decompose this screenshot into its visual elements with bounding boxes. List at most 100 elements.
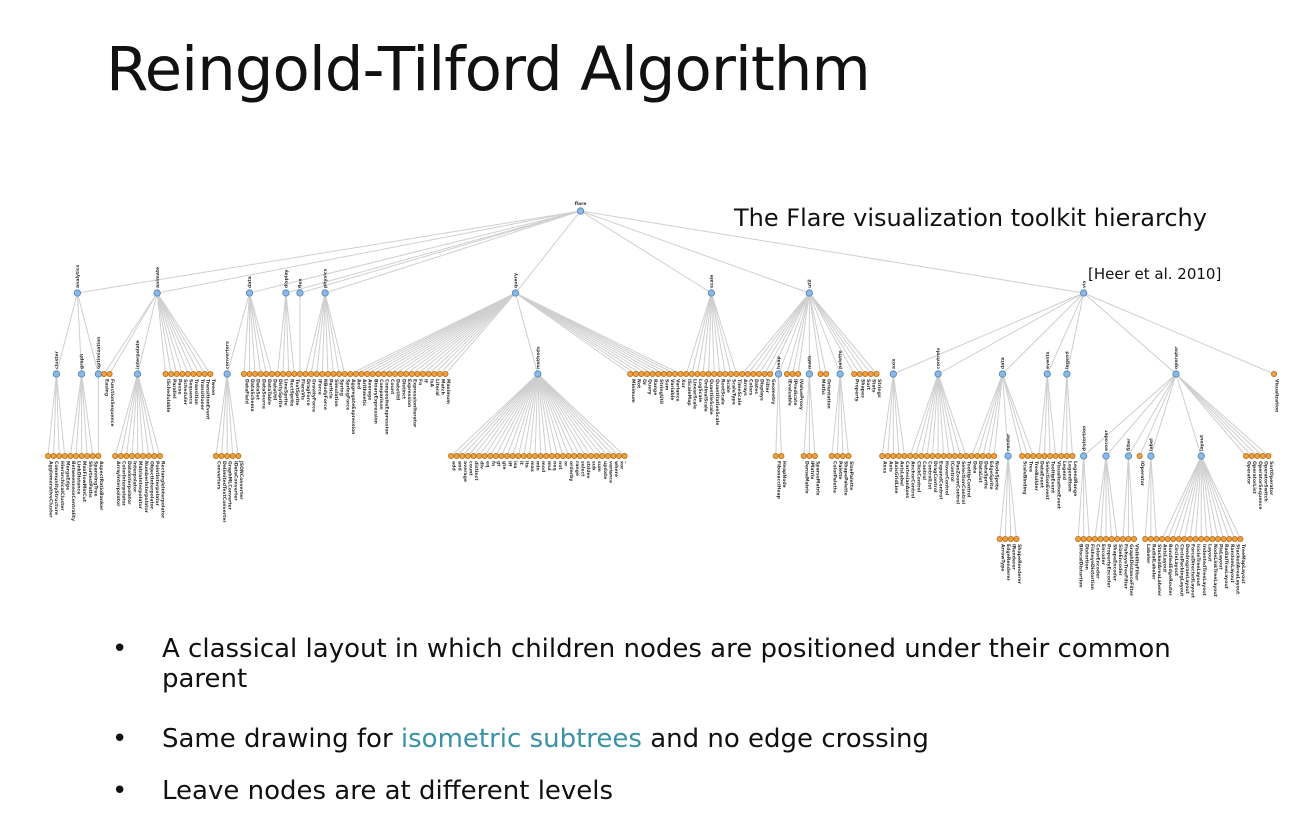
leaf-node-hover-control [940, 452, 947, 459]
tree-edge [769, 292, 810, 375]
tree-edge [1175, 373, 1264, 457]
node-label-encoder: encoder [1104, 429, 1110, 451]
leaf-node-cartesian-axes [901, 452, 908, 459]
internal-node-filter [1124, 452, 1133, 460]
leaf-node-date-interpolator [123, 452, 130, 459]
leaf-node-axis-grid-line [890, 452, 897, 459]
leaf-node-count [386, 370, 393, 377]
internal-node-math [805, 370, 813, 378]
node-label-controls: controls [936, 348, 942, 369]
node-label-distortion: distortion [1081, 426, 1087, 451]
tree-edge [389, 292, 516, 375]
node-label-fisheye-distortion: FisheyeDistortion [1089, 544, 1095, 590]
node-label-query: query [513, 273, 519, 288]
leaf-node-pause [173, 370, 180, 377]
leaf-node-arrays [739, 370, 746, 377]
node-label-anchor-control: AnchorControl [910, 461, 916, 499]
tree-edge [1083, 373, 1177, 457]
tree-edge [778, 292, 810, 375]
leaf-node-icicle-tree-layout [1192, 536, 1199, 543]
node-label-interpolator: Interpolator [132, 461, 138, 493]
leaf-node-if [420, 370, 427, 377]
leaf-node-axis-label [895, 452, 902, 459]
leaf-node-data-source [257, 370, 264, 377]
leaf-node-rect-sprite [285, 370, 292, 377]
node-label-link-distance: LinkDistance [76, 461, 82, 494]
tree-edge [988, 373, 1003, 457]
internal-node-flex [296, 289, 304, 297]
node-label-tween: Tween [210, 379, 216, 395]
tree-edge [473, 373, 539, 457]
node-label-flex: flex [298, 278, 304, 288]
node-label-or: Or [641, 379, 647, 386]
node-label-size-palette: SizePalette [848, 461, 854, 490]
leaf-node-legend [1058, 452, 1065, 459]
tree-edge [324, 292, 340, 375]
leaf-node-dendrogram-layout [1181, 536, 1188, 543]
node-label-methods: methods [535, 346, 541, 369]
leaf-node-sequence [184, 370, 191, 377]
node-label-radial-tree-layout: RadialTreeLayout [1223, 544, 1229, 590]
node-label-function-sequence: FunctionSequence [109, 379, 115, 427]
node-label-dirty-sprite: DirtySprite [277, 379, 283, 408]
node-label-where: where [613, 461, 619, 477]
leaf-node-number-interpolator [140, 452, 147, 459]
leaf-node-aspect-ratio-banker [95, 452, 102, 459]
leaf-node-radial-tree-layout [1220, 536, 1227, 543]
tree-edge [114, 373, 139, 457]
leaf-node-max-flow-min-cut [78, 452, 85, 459]
tree-edge [405, 292, 516, 375]
leaf-node-log-scale [694, 370, 701, 377]
node-label-encoder: Encoder [1100, 544, 1106, 566]
tree-edge [808, 292, 827, 375]
tree-edge [836, 373, 841, 457]
node-label-spring: Spring [339, 379, 345, 396]
leaf-node-drag-force [302, 370, 309, 377]
node-label-circle-packing-layout: CirclePackingLayout [1178, 544, 1184, 597]
node-label-math: math [807, 356, 813, 369]
node-label-arrow-type: ArrowType [999, 544, 1005, 571]
leaf-node-matrix-interpolator [134, 452, 141, 459]
internal-node-query [511, 289, 520, 297]
node-label-axis: axis [891, 358, 897, 369]
leaf-node-color-interpolator [117, 452, 124, 459]
node-label-distinct: distinct [473, 461, 479, 481]
leaf-node-property [851, 370, 858, 377]
node-label-sum: Sum [663, 379, 669, 391]
node-label-rect-sprite: RectSprite [288, 379, 294, 406]
internal-node-animate [153, 289, 161, 297]
tree-edge [299, 210, 581, 294]
tree-edge [808, 292, 861, 375]
tree-edge [764, 292, 810, 375]
leaf-node-root-scale [716, 370, 723, 377]
leaf-node-lte [520, 452, 527, 459]
tree-edge [971, 373, 1003, 457]
leaf-node-circle-packing-layout [1175, 536, 1182, 543]
leaf-node-stacked-area-labeler [1153, 536, 1160, 543]
node-label-radial-labeler: RadialLabeler [1150, 544, 1156, 580]
node-label-dates: Dates [753, 379, 759, 394]
tree-edge [937, 373, 967, 457]
tree-edge [120, 373, 139, 457]
leaf-node-irenderer [1007, 536, 1014, 543]
tree-edge [537, 373, 547, 457]
node-label-ordinal-scale: OrdinalScale [703, 379, 709, 412]
node-label-flare: flare [575, 201, 587, 207]
node-label-force-directed-layout: ForceDirectedLayout [1190, 544, 1196, 599]
node-label-scale: scale [709, 275, 715, 288]
tree-edge [982, 373, 1003, 457]
tree-edge [156, 292, 178, 375]
tree-edge [55, 373, 66, 457]
internal-node-axis [889, 370, 897, 378]
leaf-node-selection-event [1041, 452, 1048, 459]
tree-edge [103, 292, 158, 375]
tree-edge [691, 292, 712, 375]
tree-edge [1144, 455, 1152, 540]
internal-node-encoder [1102, 452, 1110, 460]
tree-edge [1099, 455, 1107, 540]
tree-edge [1083, 292, 1177, 375]
internal-node-flare [576, 207, 585, 215]
tree-edge [321, 292, 326, 375]
leaf-node-gravity-force [308, 370, 315, 377]
leaf-node-distortion [1080, 536, 1087, 543]
